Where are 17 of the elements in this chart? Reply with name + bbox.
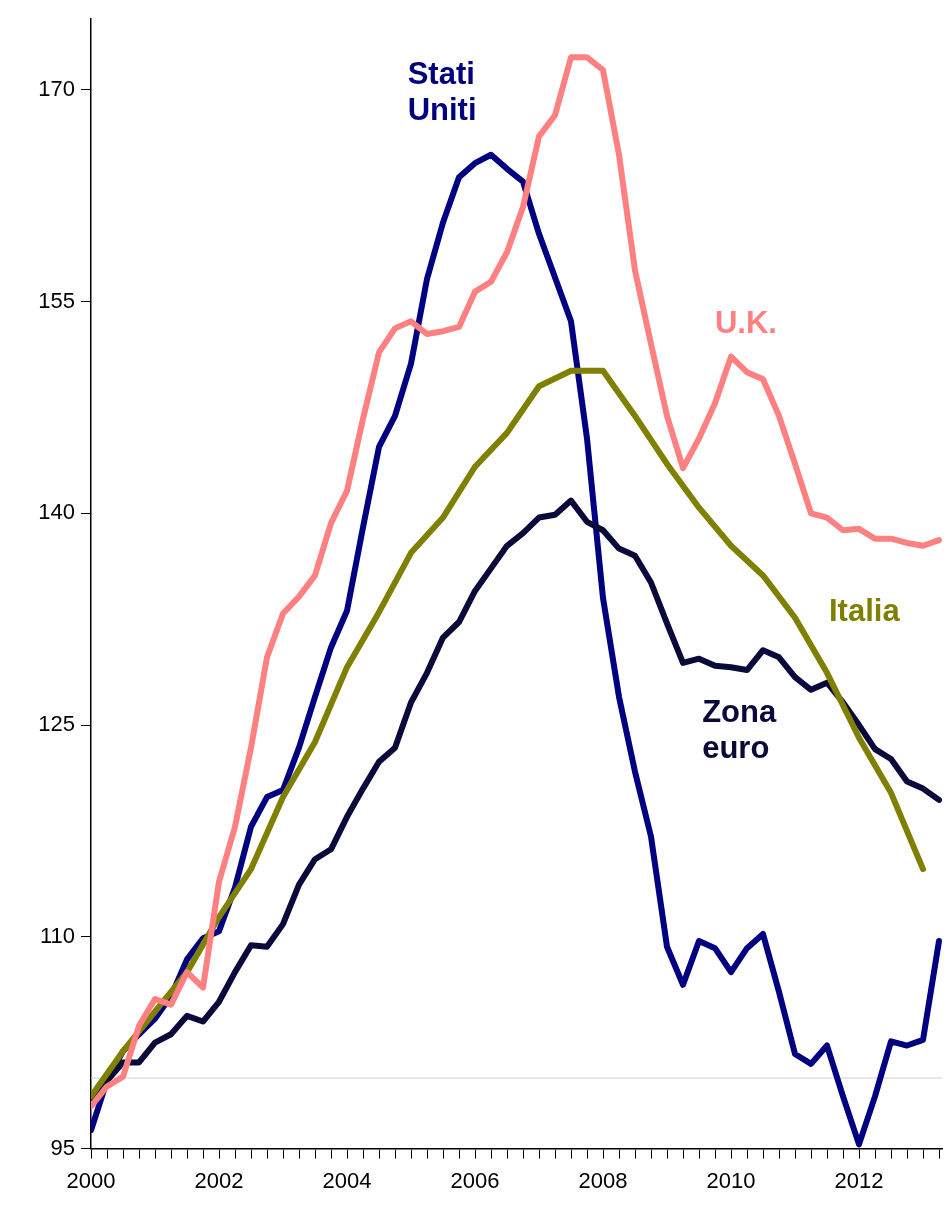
x-tick-label: 2000 [66,1167,116,1193]
y-tick-label: 140 [38,499,75,525]
y-tick-label: 170 [38,75,75,101]
series-label: Stati Uniti [407,56,477,128]
y-tick-label: 125 [38,711,75,737]
x-tick-label: 2012 [834,1167,884,1193]
x-tick-label: 2010 [706,1167,756,1193]
y-tick-label: 95 [50,1134,75,1160]
y-tick-label: 155 [38,287,75,313]
x-tick-label: 2006 [450,1167,500,1193]
series-label: Italia [828,592,901,628]
series-label: Zona euro [702,694,777,766]
y-tick-label: 110 [39,922,75,948]
x-tick-label: 2004 [322,1167,372,1193]
series-label: U.K. [714,304,777,340]
x-tick-label: 2002 [194,1167,244,1193]
x-tick-label: 2008 [578,1167,628,1193]
